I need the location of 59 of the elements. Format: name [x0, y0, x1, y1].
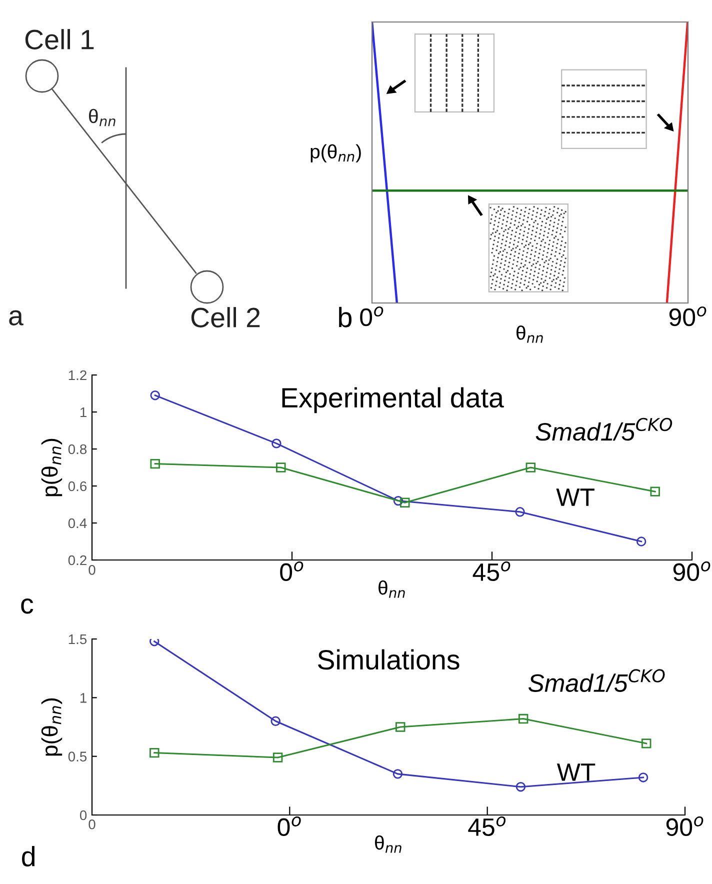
text: b	[339, 306, 352, 328]
point	[650, 486, 660, 496]
series-label: Smad1/5$^{CKO}$	[536, 418, 672, 441]
series-label: Smad1/5$^{CKO}$	[528, 669, 665, 692]
point	[641, 738, 652, 748]
y-tick-label: 0.2	[68, 555, 86, 566]
text: θ$_{nn}$	[89, 108, 116, 126]
text: c	[21, 598, 34, 614]
x-tick-label: 0$^{o}$	[278, 816, 301, 836]
chart-title: Experimental data	[282, 387, 504, 414]
chart-title: Simulations	[318, 649, 460, 670]
x-axis-title: θ$_{nn}$	[378, 580, 405, 598]
y-tick-label: 1.2	[68, 370, 86, 380]
y-axis-title: p(θ$_{nn}$)	[310, 144, 361, 162]
point	[636, 536, 646, 546]
x-axis-title: θ$_{nn}$	[375, 835, 402, 853]
point	[272, 438, 282, 448]
point	[150, 458, 160, 469]
text: a	[9, 310, 24, 326]
point	[393, 496, 404, 506]
x-tick-label: 0$^{o}$	[280, 561, 304, 582]
text: Cell 1	[25, 29, 94, 50]
x-tick-label: 90$^{o}$	[673, 561, 710, 582]
x-tick-label: 0$^{o}$	[360, 306, 384, 326]
point	[150, 748, 160, 758]
x-tick-label: 90$^{o}$	[666, 816, 704, 836]
point	[396, 722, 406, 732]
point	[400, 498, 410, 508]
x-axis-title: θ$_{nn}$	[516, 326, 543, 343]
y-tick-label: 0.6	[68, 481, 87, 492]
point	[515, 507, 525, 517]
point	[518, 714, 528, 724]
point	[638, 772, 648, 782]
y-tick-label: 0.8	[68, 444, 87, 454]
x-tick-label: 45$^{o}$	[472, 561, 510, 582]
point	[150, 390, 160, 400]
point	[516, 782, 526, 792]
x-tick-label: 90$^{o}$	[669, 306, 706, 326]
point	[270, 716, 280, 726]
y-tick-label: 1	[80, 693, 86, 703]
y-tick-label: 0.4	[68, 518, 87, 528]
point	[150, 639, 160, 646]
point	[526, 462, 536, 472]
y-axis-title: p(θ$_{nn}$)	[41, 438, 62, 496]
text: 0	[88, 819, 96, 830]
point	[392, 769, 403, 779]
text: 0	[88, 564, 96, 575]
x-tick-label: 45$^{o}$	[468, 816, 506, 836]
y-axis-title: p(θ$_{nn}$)	[41, 698, 62, 756]
text: d	[22, 846, 34, 866]
series-label: WT	[556, 764, 596, 781]
point	[272, 752, 283, 762]
y-tick-label: 0	[80, 810, 87, 820]
y-tick-label: 0.5	[68, 752, 87, 762]
y-tick-label: 1	[80, 407, 86, 418]
text: Cell 2	[191, 307, 260, 328]
point	[276, 462, 286, 472]
y-tick-label: 1.5	[68, 634, 87, 644]
series-label: WT	[556, 488, 594, 506]
